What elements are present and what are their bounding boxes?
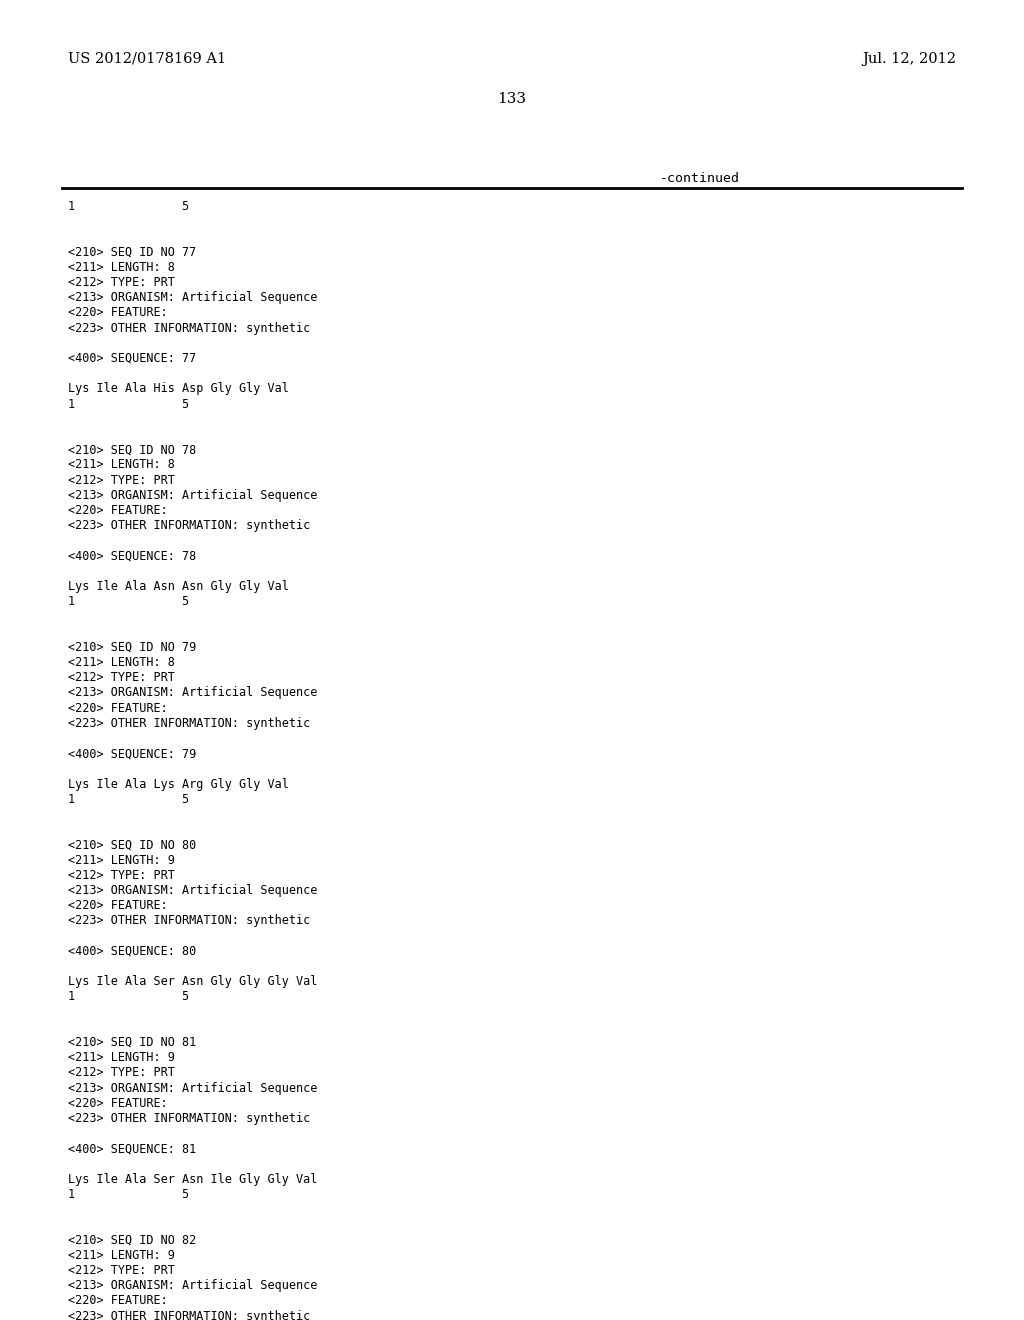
- Text: <223> OTHER INFORMATION: synthetic: <223> OTHER INFORMATION: synthetic: [68, 717, 310, 730]
- Text: <210> SEQ ID NO 79: <210> SEQ ID NO 79: [68, 640, 197, 653]
- Text: <213> ORGANISM: Artificial Sequence: <213> ORGANISM: Artificial Sequence: [68, 488, 317, 502]
- Text: <210> SEQ ID NO 81: <210> SEQ ID NO 81: [68, 1036, 197, 1049]
- Text: 133: 133: [498, 92, 526, 106]
- Text: <220> FEATURE:: <220> FEATURE:: [68, 1295, 168, 1307]
- Text: <213> ORGANISM: Artificial Sequence: <213> ORGANISM: Artificial Sequence: [68, 292, 317, 304]
- Text: <212> TYPE: PRT: <212> TYPE: PRT: [68, 474, 175, 487]
- Text: <220> FEATURE:: <220> FEATURE:: [68, 1097, 168, 1110]
- Text: <220> FEATURE:: <220> FEATURE:: [68, 702, 168, 714]
- Text: <210> SEQ ID NO 82: <210> SEQ ID NO 82: [68, 1234, 197, 1246]
- Text: 1               5: 1 5: [68, 793, 189, 805]
- Text: <223> OTHER INFORMATION: synthetic: <223> OTHER INFORMATION: synthetic: [68, 915, 310, 928]
- Text: <210> SEQ ID NO 77: <210> SEQ ID NO 77: [68, 246, 197, 259]
- Text: <210> SEQ ID NO 80: <210> SEQ ID NO 80: [68, 838, 197, 851]
- Text: <220> FEATURE:: <220> FEATURE:: [68, 504, 168, 517]
- Text: <213> ORGANISM: Artificial Sequence: <213> ORGANISM: Artificial Sequence: [68, 686, 317, 700]
- Text: 1               5: 1 5: [68, 1188, 189, 1201]
- Text: <400> SEQUENCE: 80: <400> SEQUENCE: 80: [68, 945, 197, 958]
- Text: <223> OTHER INFORMATION: synthetic: <223> OTHER INFORMATION: synthetic: [68, 1309, 310, 1320]
- Text: <211> LENGTH: 9: <211> LENGTH: 9: [68, 854, 175, 867]
- Text: <400> SEQUENCE: 81: <400> SEQUENCE: 81: [68, 1142, 197, 1155]
- Text: 1               5: 1 5: [68, 595, 189, 609]
- Text: Lys Ile Ala Ser Asn Gly Gly Gly Val: Lys Ile Ala Ser Asn Gly Gly Gly Val: [68, 975, 317, 989]
- Text: 1               5: 1 5: [68, 201, 189, 213]
- Text: Lys Ile Ala Lys Arg Gly Gly Val: Lys Ile Ala Lys Arg Gly Gly Val: [68, 777, 289, 791]
- Text: <400> SEQUENCE: 79: <400> SEQUENCE: 79: [68, 747, 197, 760]
- Text: <220> FEATURE:: <220> FEATURE:: [68, 899, 168, 912]
- Text: <210> SEQ ID NO 78: <210> SEQ ID NO 78: [68, 444, 197, 457]
- Text: Jul. 12, 2012: Jul. 12, 2012: [862, 51, 956, 66]
- Text: <211> LENGTH: 9: <211> LENGTH: 9: [68, 1051, 175, 1064]
- Text: <223> OTHER INFORMATION: synthetic: <223> OTHER INFORMATION: synthetic: [68, 519, 310, 532]
- Text: <211> LENGTH: 8: <211> LENGTH: 8: [68, 656, 175, 669]
- Text: <213> ORGANISM: Artificial Sequence: <213> ORGANISM: Artificial Sequence: [68, 1279, 317, 1292]
- Text: <220> FEATURE:: <220> FEATURE:: [68, 306, 168, 319]
- Text: <400> SEQUENCE: 77: <400> SEQUENCE: 77: [68, 352, 197, 366]
- Text: <212> TYPE: PRT: <212> TYPE: PRT: [68, 869, 175, 882]
- Text: Lys Ile Ala His Asp Gly Gly Val: Lys Ile Ala His Asp Gly Gly Val: [68, 383, 289, 396]
- Text: <400> SEQUENCE: 78: <400> SEQUENCE: 78: [68, 549, 197, 562]
- Text: Lys Ile Ala Ser Asn Ile Gly Gly Val: Lys Ile Ala Ser Asn Ile Gly Gly Val: [68, 1172, 317, 1185]
- Text: <212> TYPE: PRT: <212> TYPE: PRT: [68, 671, 175, 684]
- Text: <211> LENGTH: 9: <211> LENGTH: 9: [68, 1249, 175, 1262]
- Text: US 2012/0178169 A1: US 2012/0178169 A1: [68, 51, 226, 66]
- Text: <213> ORGANISM: Artificial Sequence: <213> ORGANISM: Artificial Sequence: [68, 1081, 317, 1094]
- Text: <223> OTHER INFORMATION: synthetic: <223> OTHER INFORMATION: synthetic: [68, 322, 310, 334]
- Text: <223> OTHER INFORMATION: synthetic: <223> OTHER INFORMATION: synthetic: [68, 1111, 310, 1125]
- Text: <212> TYPE: PRT: <212> TYPE: PRT: [68, 1067, 175, 1080]
- Text: <213> ORGANISM: Artificial Sequence: <213> ORGANISM: Artificial Sequence: [68, 884, 317, 898]
- Text: 1               5: 1 5: [68, 397, 189, 411]
- Text: <212> TYPE: PRT: <212> TYPE: PRT: [68, 1265, 175, 1276]
- Text: <212> TYPE: PRT: <212> TYPE: PRT: [68, 276, 175, 289]
- Text: 1               5: 1 5: [68, 990, 189, 1003]
- Text: <211> LENGTH: 8: <211> LENGTH: 8: [68, 261, 175, 273]
- Text: <211> LENGTH: 8: <211> LENGTH: 8: [68, 458, 175, 471]
- Text: Lys Ile Ala Asn Asn Gly Gly Val: Lys Ile Ala Asn Asn Gly Gly Val: [68, 579, 289, 593]
- Text: -continued: -continued: [660, 172, 740, 185]
